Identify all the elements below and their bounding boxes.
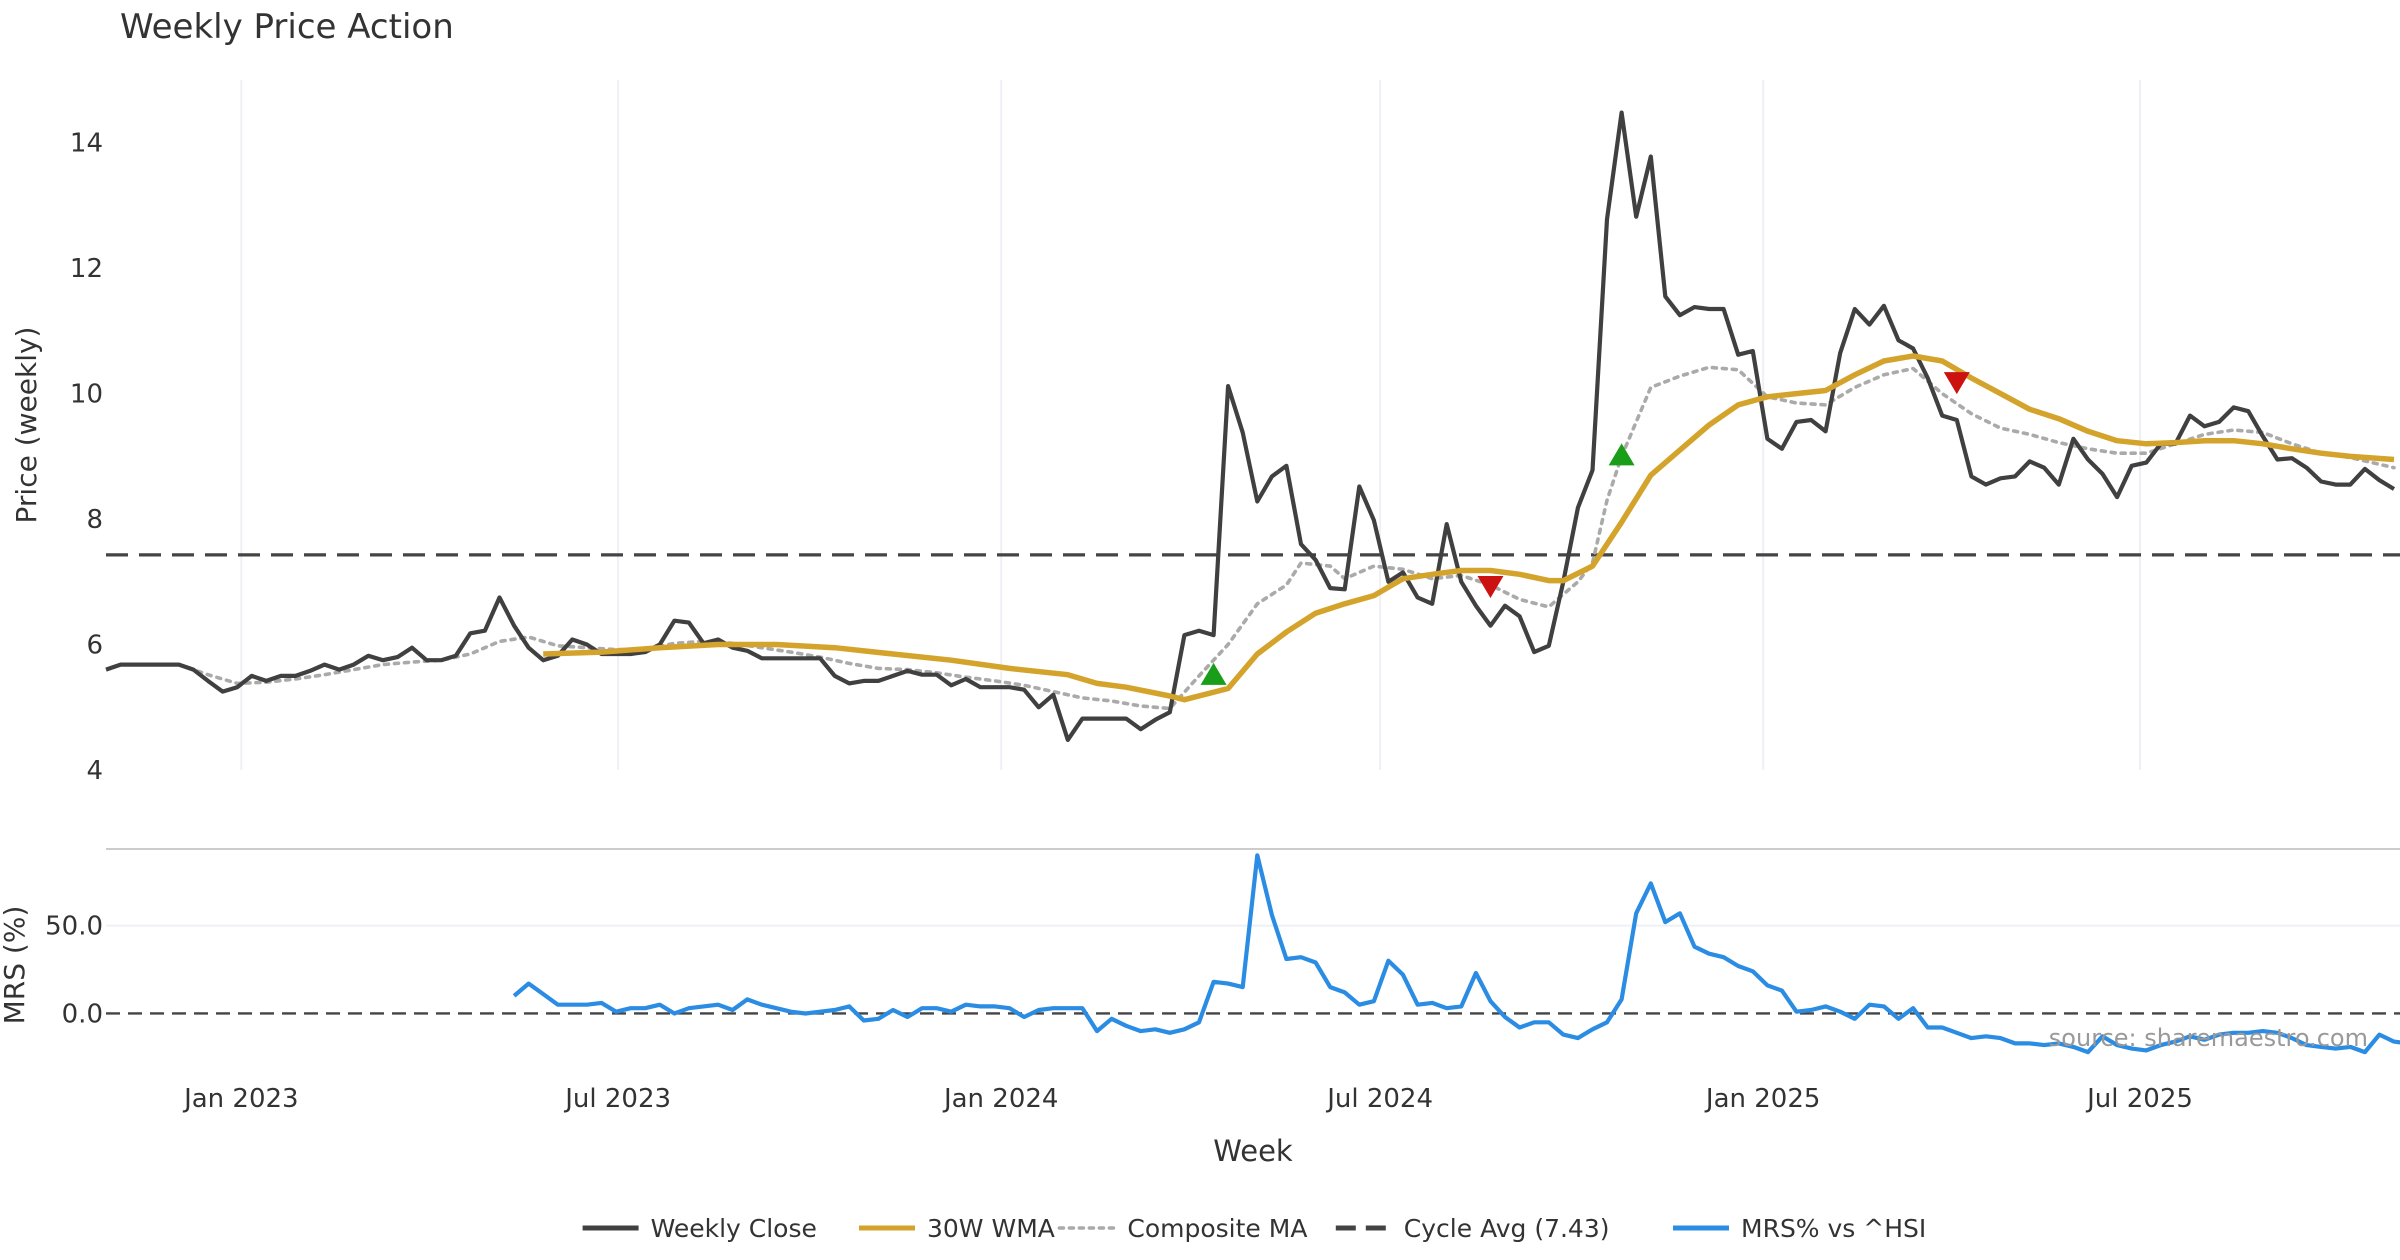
signal-markers	[1200, 372, 1970, 685]
x-tick-label-3: Jul 2024	[1325, 1084, 1433, 1114]
mrs-y-axis-label: MRS (%)	[0, 906, 31, 1025]
price-y-tick-14: 14	[70, 129, 103, 159]
mrs-y-tick-0: 0.0	[62, 999, 103, 1029]
price-y-axis-label: Price (weekly)	[10, 327, 43, 524]
x-tick-label-4: Jan 2025	[1704, 1084, 1821, 1114]
legend-label-mrs-vs-hsi: MRS% vs ^HSI	[1741, 1214, 1926, 1243]
x-tick-label-0: Jan 2023	[182, 1084, 299, 1114]
price-y-tick-8: 8	[86, 505, 103, 535]
series-line-mrs-vs-hsi	[512, 853, 2400, 1055]
series-line-weekly-close	[105, 110, 2396, 743]
buy-signal-marker-0	[1200, 662, 1227, 685]
legend-label-weekly-close: Weekly Close	[651, 1214, 817, 1243]
x-tick-label-5: Jul 2025	[2085, 1084, 2193, 1114]
mrs-y-tick-1: 50.0	[45, 912, 103, 942]
price-panel: 4 6 8 10 12 14 Price (weekly)	[10, 80, 2400, 786]
legend: Weekly Close 30W WMA Composite MA Cycle Avg…	[582, 1214, 1926, 1243]
x-axis-label: Week	[1213, 1134, 1293, 1168]
legend-label-composite-ma: Composite MA	[1127, 1214, 1307, 1243]
price-y-tick-6: 6	[86, 631, 103, 661]
sell-signal-marker-1	[1477, 575, 1504, 598]
price-series-lines	[105, 110, 2396, 743]
mrs-series-lines	[512, 853, 2400, 1055]
price-y-tick-4: 4	[86, 756, 103, 786]
x-tick-label-2: Jan 2024	[942, 1084, 1059, 1114]
x-axis-ticks: Jan 2023 Jul 2023 Jan 2024 Jul 2024 Jan 2025…	[182, 1084, 2193, 1114]
price-y-tick-10: 10	[70, 380, 103, 410]
buy-signal-marker-2	[1608, 443, 1635, 466]
legend-label-cycle-avg-7-43: Cycle Avg (7.43)	[1404, 1214, 1610, 1243]
legend-label-30w-wma: 30W WMA	[927, 1214, 1055, 1243]
price-gridlines	[240, 80, 2142, 770]
chart-title: Weekly Price Action	[120, 7, 454, 47]
mrs-panel: 0.0 50.0 MRS (%) source: sharemaestro.com	[0, 853, 2400, 1055]
series-line-composite-ma	[177, 365, 2396, 711]
source-note: source: sharemaestro.com	[2049, 1024, 2368, 1052]
mrs-y-ticks: 0.0 50.0	[45, 912, 103, 1030]
series-line-30w-wma	[543, 353, 2395, 703]
price-y-ticks: 4 6 8 10 12 14	[70, 129, 103, 786]
price-y-tick-12: 12	[70, 254, 103, 284]
x-tick-label-1: Jul 2023	[563, 1084, 671, 1114]
sell-signal-marker-3	[1943, 372, 1970, 395]
